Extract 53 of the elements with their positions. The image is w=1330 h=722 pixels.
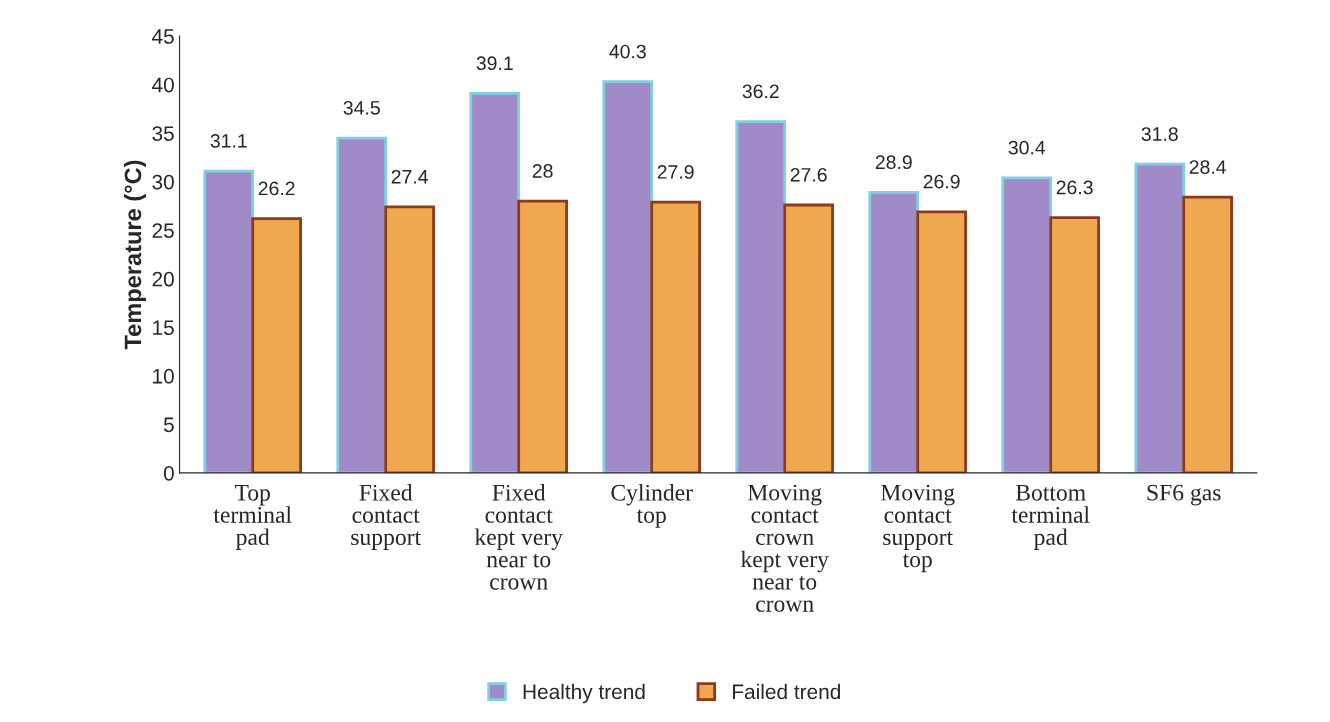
bar [469,91,521,473]
data-label: 36.2 [742,84,779,99]
legend-label: Healthy trend [523,683,645,704]
bar [1001,176,1053,473]
y-tick-label: 10 [153,368,174,384]
data-label: 27.6 [790,167,827,182]
data-label: 26.9 [923,174,960,189]
bar [251,217,302,473]
y-axis-title: Temperature (°C) [123,160,146,350]
x-tick-label: Fixed contact support [351,484,421,550]
y-tick-label: 5 [163,417,174,433]
bar [868,190,920,473]
data-label: 28.9 [875,155,912,170]
data-label: 28 [532,164,553,178]
data-label: 40.3 [609,44,646,59]
bar [650,200,701,473]
data-label: 30.4 [1008,140,1046,155]
bar [517,199,568,473]
y-tick-label: 0 [163,465,174,481]
y-tick-label: 15 [153,320,174,336]
y-tick-label: 25 [152,223,174,238]
x-tick-label: SF6 gas [1147,484,1221,506]
bar [916,210,967,473]
data-label: 26.2 [258,181,295,196]
x-tick-label: Fixed contact kept very near to crown [474,484,563,590]
bar [1134,162,1186,473]
y-tick-label: 40 [152,77,174,93]
data-label: 34.5 [343,100,380,115]
data-label: 39.1 [476,56,513,71]
x-tick-label: Moving contact crown kept very near to crown [740,484,829,612]
bar [384,205,435,473]
bar [735,120,787,473]
data-label: 26.3 [1056,180,1093,195]
y-tick-label: 45 [152,29,174,44]
y-tick-label: 35 [152,126,174,141]
x-tick-label: Moving contact support top [880,484,955,573]
x-tick-label: Bottom terminal pad [1011,484,1090,550]
data-label: 27.9 [657,165,694,179]
data-label: 31.8 [1141,127,1178,141]
data-label: 27.4 [391,169,428,184]
data-label: 31.1 [210,133,247,148]
bar [783,203,834,473]
bar [203,169,255,473]
bar [602,80,654,473]
x-tick-label: Top terminal pad [213,484,292,550]
bar [1049,216,1100,473]
y-tick-label: 30 [152,174,174,190]
bar [336,136,388,473]
data-label: 28.4 [1189,160,1226,174]
x-tick-label: Cylinder top [611,484,693,528]
bar [1182,195,1233,473]
y-tick-label: 20 [152,271,174,287]
legend-label: Failed trend [733,683,840,700]
